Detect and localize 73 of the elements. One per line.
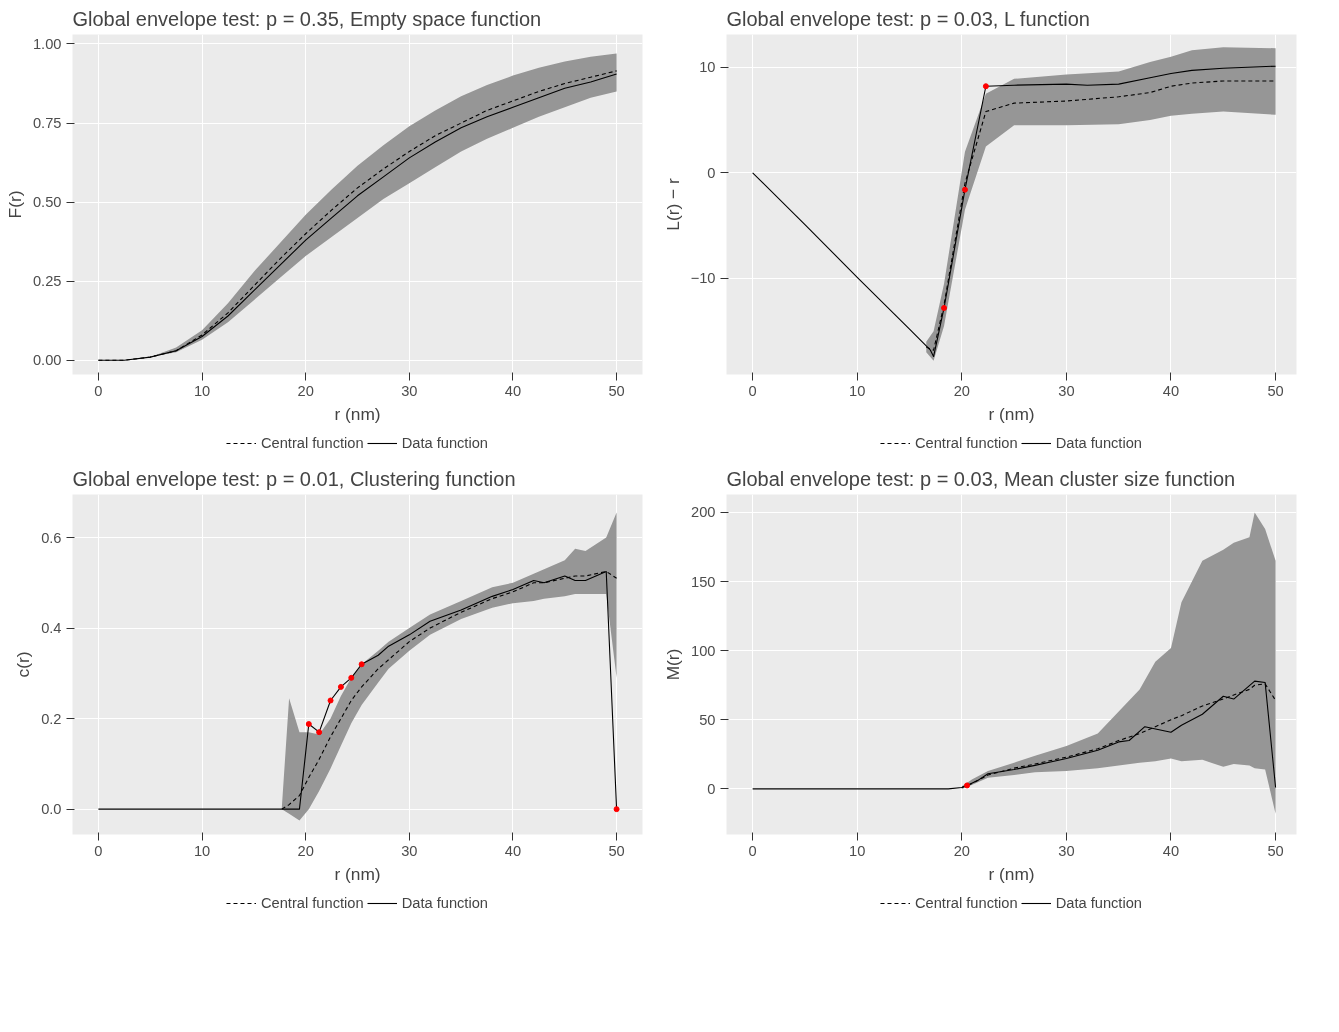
point	[941, 304, 948, 311]
x-tick-label: 50	[608, 842, 625, 859]
x-tick-label: 10	[193, 382, 211, 399]
x-axis-title: r (nm)	[334, 863, 381, 884]
x-tick-label: 50	[1267, 842, 1284, 859]
y-tick-label: −10	[690, 270, 716, 287]
point	[613, 806, 620, 813]
x-tick-label: 30	[1058, 842, 1075, 859]
point	[305, 721, 312, 728]
x-tick-label: 30	[401, 842, 418, 859]
y-axis-title: M(r)	[663, 648, 684, 681]
legend-label: Data function	[1055, 895, 1143, 911]
x-tick-label: 10	[849, 382, 866, 399]
y-tick-label: 0.00	[32, 352, 62, 369]
y-tick-label: 0.50	[32, 194, 62, 211]
y-tick-label: 0.0	[41, 801, 62, 818]
legend-label: Central function	[260, 895, 364, 911]
x-axis-title: r (nm)	[334, 403, 381, 424]
x-tick-label: 40	[504, 842, 522, 859]
point	[316, 729, 323, 736]
y-tick-label: 0.6	[41, 529, 62, 546]
x-tick-label: 0	[748, 382, 757, 399]
line-series	[752, 680, 1277, 790]
x-tick-label: 0	[94, 382, 103, 399]
y-tick-label: 0.75	[32, 115, 62, 132]
x-axis-title: r (nm)	[988, 863, 1035, 884]
chart-title: Global envelope test: p = 0.01, Clustering function	[72, 467, 516, 490]
point	[982, 83, 989, 90]
point	[337, 683, 344, 690]
x-tick-label: 50	[1267, 382, 1284, 399]
y-tick-label: 50	[699, 711, 716, 728]
x-tick-label: 40	[1162, 382, 1180, 399]
x-axis-title: r (nm)	[988, 403, 1035, 424]
line-series	[752, 65, 1277, 358]
x-tick-label: 10	[193, 842, 211, 859]
x-tick-label: 10	[849, 842, 866, 859]
legend-label: Data function	[401, 895, 489, 911]
x-tick-label: 0	[748, 842, 757, 859]
y-tick-label: 0	[707, 164, 716, 181]
point	[348, 674, 355, 681]
x-tick-label: 20	[953, 382, 970, 399]
legend-label: Central function	[914, 435, 1018, 451]
y-tick-label: 150	[691, 573, 716, 590]
point	[961, 186, 968, 193]
y-tick-label: 100	[691, 642, 716, 659]
x-tick-label: 40	[1162, 842, 1180, 859]
y-tick-label: 10	[699, 59, 716, 76]
x-tick-label: 0	[94, 842, 103, 859]
legend-label: Data function	[1055, 435, 1143, 451]
y-tick-label: 0.4	[41, 620, 62, 637]
chart-title: Global envelope test: p = 0.35, Empty space function	[72, 7, 542, 30]
x-tick-label: 20	[297, 842, 314, 859]
legend-label: Central function	[260, 435, 364, 451]
x-tick-label: 20	[297, 382, 314, 399]
y-axis-title: F(r)	[4, 190, 25, 219]
x-tick-label: 50	[608, 382, 625, 399]
y-axis-title: L(r) − r	[662, 178, 683, 231]
x-tick-label: 30	[401, 382, 418, 399]
y-tick-label: 0.2	[41, 710, 62, 727]
chart-title: Global envelope test: p = 0.03, L function	[726, 7, 1090, 30]
legend-label: Data function	[401, 435, 489, 451]
y-tick-label: 0	[707, 780, 716, 797]
y-tick-label: 0.25	[32, 273, 62, 290]
point	[327, 697, 334, 704]
x-tick-label: 30	[1058, 382, 1075, 399]
y-axis-title: c(r)	[13, 651, 34, 678]
x-tick-label: 40	[504, 382, 522, 399]
y-tick-label: 200	[691, 504, 716, 521]
x-tick-label: 20	[953, 842, 970, 859]
chart-title: Global envelope test: p = 0.03, Mean cluster size function	[726, 467, 1236, 490]
point	[358, 661, 365, 668]
legend-label: Central function	[914, 895, 1018, 911]
y-tick-label: 1.00	[32, 35, 62, 52]
